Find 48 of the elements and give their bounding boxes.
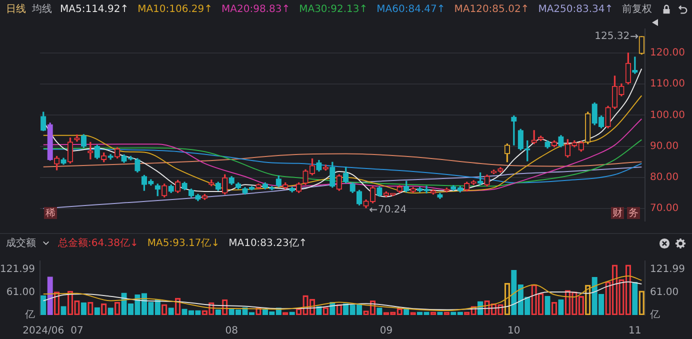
y-tick-label: 80.00 bbox=[650, 172, 679, 184]
x-tick-label: 11 bbox=[628, 326, 642, 337]
line-series bbox=[42, 118, 642, 192]
bar bbox=[632, 282, 638, 315]
line-series bbox=[42, 281, 642, 310]
x-tick-label: 07 bbox=[70, 326, 84, 337]
x-tick-label: 09 bbox=[380, 326, 393, 337]
text: 前复权 bbox=[622, 2, 652, 16]
bar bbox=[80, 302, 87, 315]
text: MA5:114.92↑ bbox=[60, 4, 129, 14]
y-tick-label: 121.99 bbox=[0, 264, 35, 276]
annotation: 125.32 bbox=[594, 31, 630, 42]
bar bbox=[40, 295, 46, 315]
text: MA10:106.29↑ bbox=[138, 4, 213, 14]
y-tick-label: 90.00 bbox=[650, 140, 679, 152]
y-tick-label: 亿 bbox=[24, 310, 35, 321]
text: MA20:98.83↑ bbox=[222, 4, 290, 14]
line-series bbox=[42, 148, 642, 184]
annotation: 70.24 bbox=[378, 204, 407, 216]
line-series bbox=[42, 139, 642, 187]
annotation: 务 bbox=[628, 207, 638, 220]
text: MA10:83.23亿↑ bbox=[228, 237, 308, 250]
text: MA60:84.47↑ bbox=[376, 4, 446, 14]
text: MA120:85.02↑ bbox=[454, 4, 530, 14]
text: 总金额:64.38亿↓ bbox=[58, 236, 138, 250]
bar bbox=[544, 296, 550, 315]
annotation: 稀 bbox=[46, 207, 56, 220]
y-tick-label: 120.00 bbox=[650, 48, 685, 59]
chart-title: 成交额 bbox=[6, 236, 36, 250]
chart-title: 日线 bbox=[6, 2, 26, 16]
y-tick-label: 110.00 bbox=[650, 78, 685, 90]
bar bbox=[524, 296, 530, 315]
line-series bbox=[42, 275, 642, 312]
x-tick-label: 2024/06 bbox=[22, 326, 64, 337]
line-series bbox=[42, 95, 642, 194]
bar bbox=[47, 276, 53, 315]
x-tick-label: 08 bbox=[225, 326, 238, 337]
y-tick-label: 100.00 bbox=[650, 110, 685, 121]
y-tick-label: 61.00 bbox=[6, 286, 35, 298]
text: MA30:92.13↑ bbox=[299, 4, 368, 14]
bar bbox=[558, 299, 564, 315]
y-tick-label: 70.00 bbox=[650, 203, 679, 214]
text: MA250:83.34↑ bbox=[538, 4, 614, 14]
x-tick-label: 10 bbox=[508, 326, 520, 337]
annotation: 财 bbox=[612, 207, 622, 220]
chart-subtitle: 均线 bbox=[32, 2, 52, 16]
text: MA5:93.17亿↓ bbox=[147, 237, 220, 250]
line-series bbox=[42, 153, 642, 168]
